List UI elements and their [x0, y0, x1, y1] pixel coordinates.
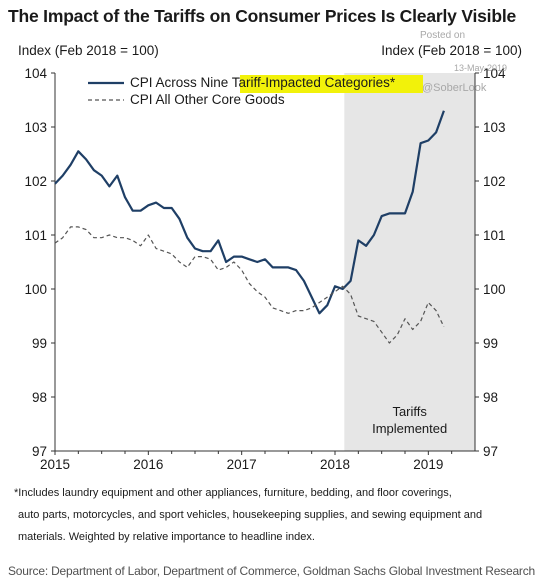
shaded-region-label: Tariffs: [392, 404, 427, 419]
watermark-posted: Posted on: [420, 30, 466, 41]
chart-title: The Impact of the Tariffs on Consumer Pr…: [8, 6, 517, 26]
y-tick-label: 103: [24, 120, 47, 135]
y-tick-label: 100: [483, 282, 506, 297]
x-tick-label: 2019: [413, 457, 443, 472]
y-tick-label: 103: [483, 120, 506, 135]
y-tick-label: 102: [24, 174, 47, 189]
y-axis-label-right: Index (Feb 2018 = 100): [381, 43, 522, 58]
y-tick-label: 104: [24, 66, 47, 81]
footnote-line: auto parts, motorcycles, and sport vehic…: [18, 509, 483, 521]
shaded-region-label: Implemented: [372, 421, 447, 436]
footnote-line: *Includes laundry equipment and other ap…: [14, 487, 452, 499]
y-tick-label: 97: [32, 444, 47, 459]
y-tick-label: 104: [483, 66, 506, 81]
y-tick-label: 100: [24, 282, 47, 297]
x-tick-label: 2015: [40, 457, 70, 472]
tariffs-shaded-region: [344, 73, 475, 451]
footnote: *Includes laundry equipment and other ap…: [14, 482, 534, 548]
watermark-handle: @SoberLook: [422, 82, 487, 94]
legend-entry-other-core-goods: CPI All Other Core Goods: [130, 92, 285, 107]
y-tick-label: 97: [483, 444, 498, 459]
source-note: Source: Department of Labor, Department …: [8, 564, 535, 578]
series-line-other-core-goods: [54, 226, 445, 344]
series-line-tariff-impacted: [54, 110, 445, 315]
y-tick-label: 101: [483, 228, 506, 243]
x-tick-label: 2016: [133, 457, 163, 472]
y-tick-label: 98: [32, 390, 47, 405]
watermark-date: 13-May-2019: [454, 63, 508, 73]
y-tick-label: 102: [483, 174, 506, 189]
y-tick-label: 101: [24, 228, 47, 243]
x-tick-label: 2017: [227, 457, 257, 472]
chart-plot: Tariffs Implemented 97 97 98 98 99 99 100 100 101 1…: [24, 66, 506, 472]
x-tick-label: 2018: [320, 457, 350, 472]
y-tick-label: 98: [483, 390, 498, 405]
footnote-line: materials. Weighted by relative importan…: [18, 531, 315, 543]
legend-entry-tariff-impacted: CPI Across Nine Tariff-Impacted Categori…: [130, 75, 396, 90]
y-axis-label-left: Index (Feb 2018 = 100): [18, 43, 159, 58]
y-tick-label: 99: [32, 336, 47, 351]
y-tick-label: 99: [483, 336, 498, 351]
legend-highlight: [240, 75, 423, 93]
